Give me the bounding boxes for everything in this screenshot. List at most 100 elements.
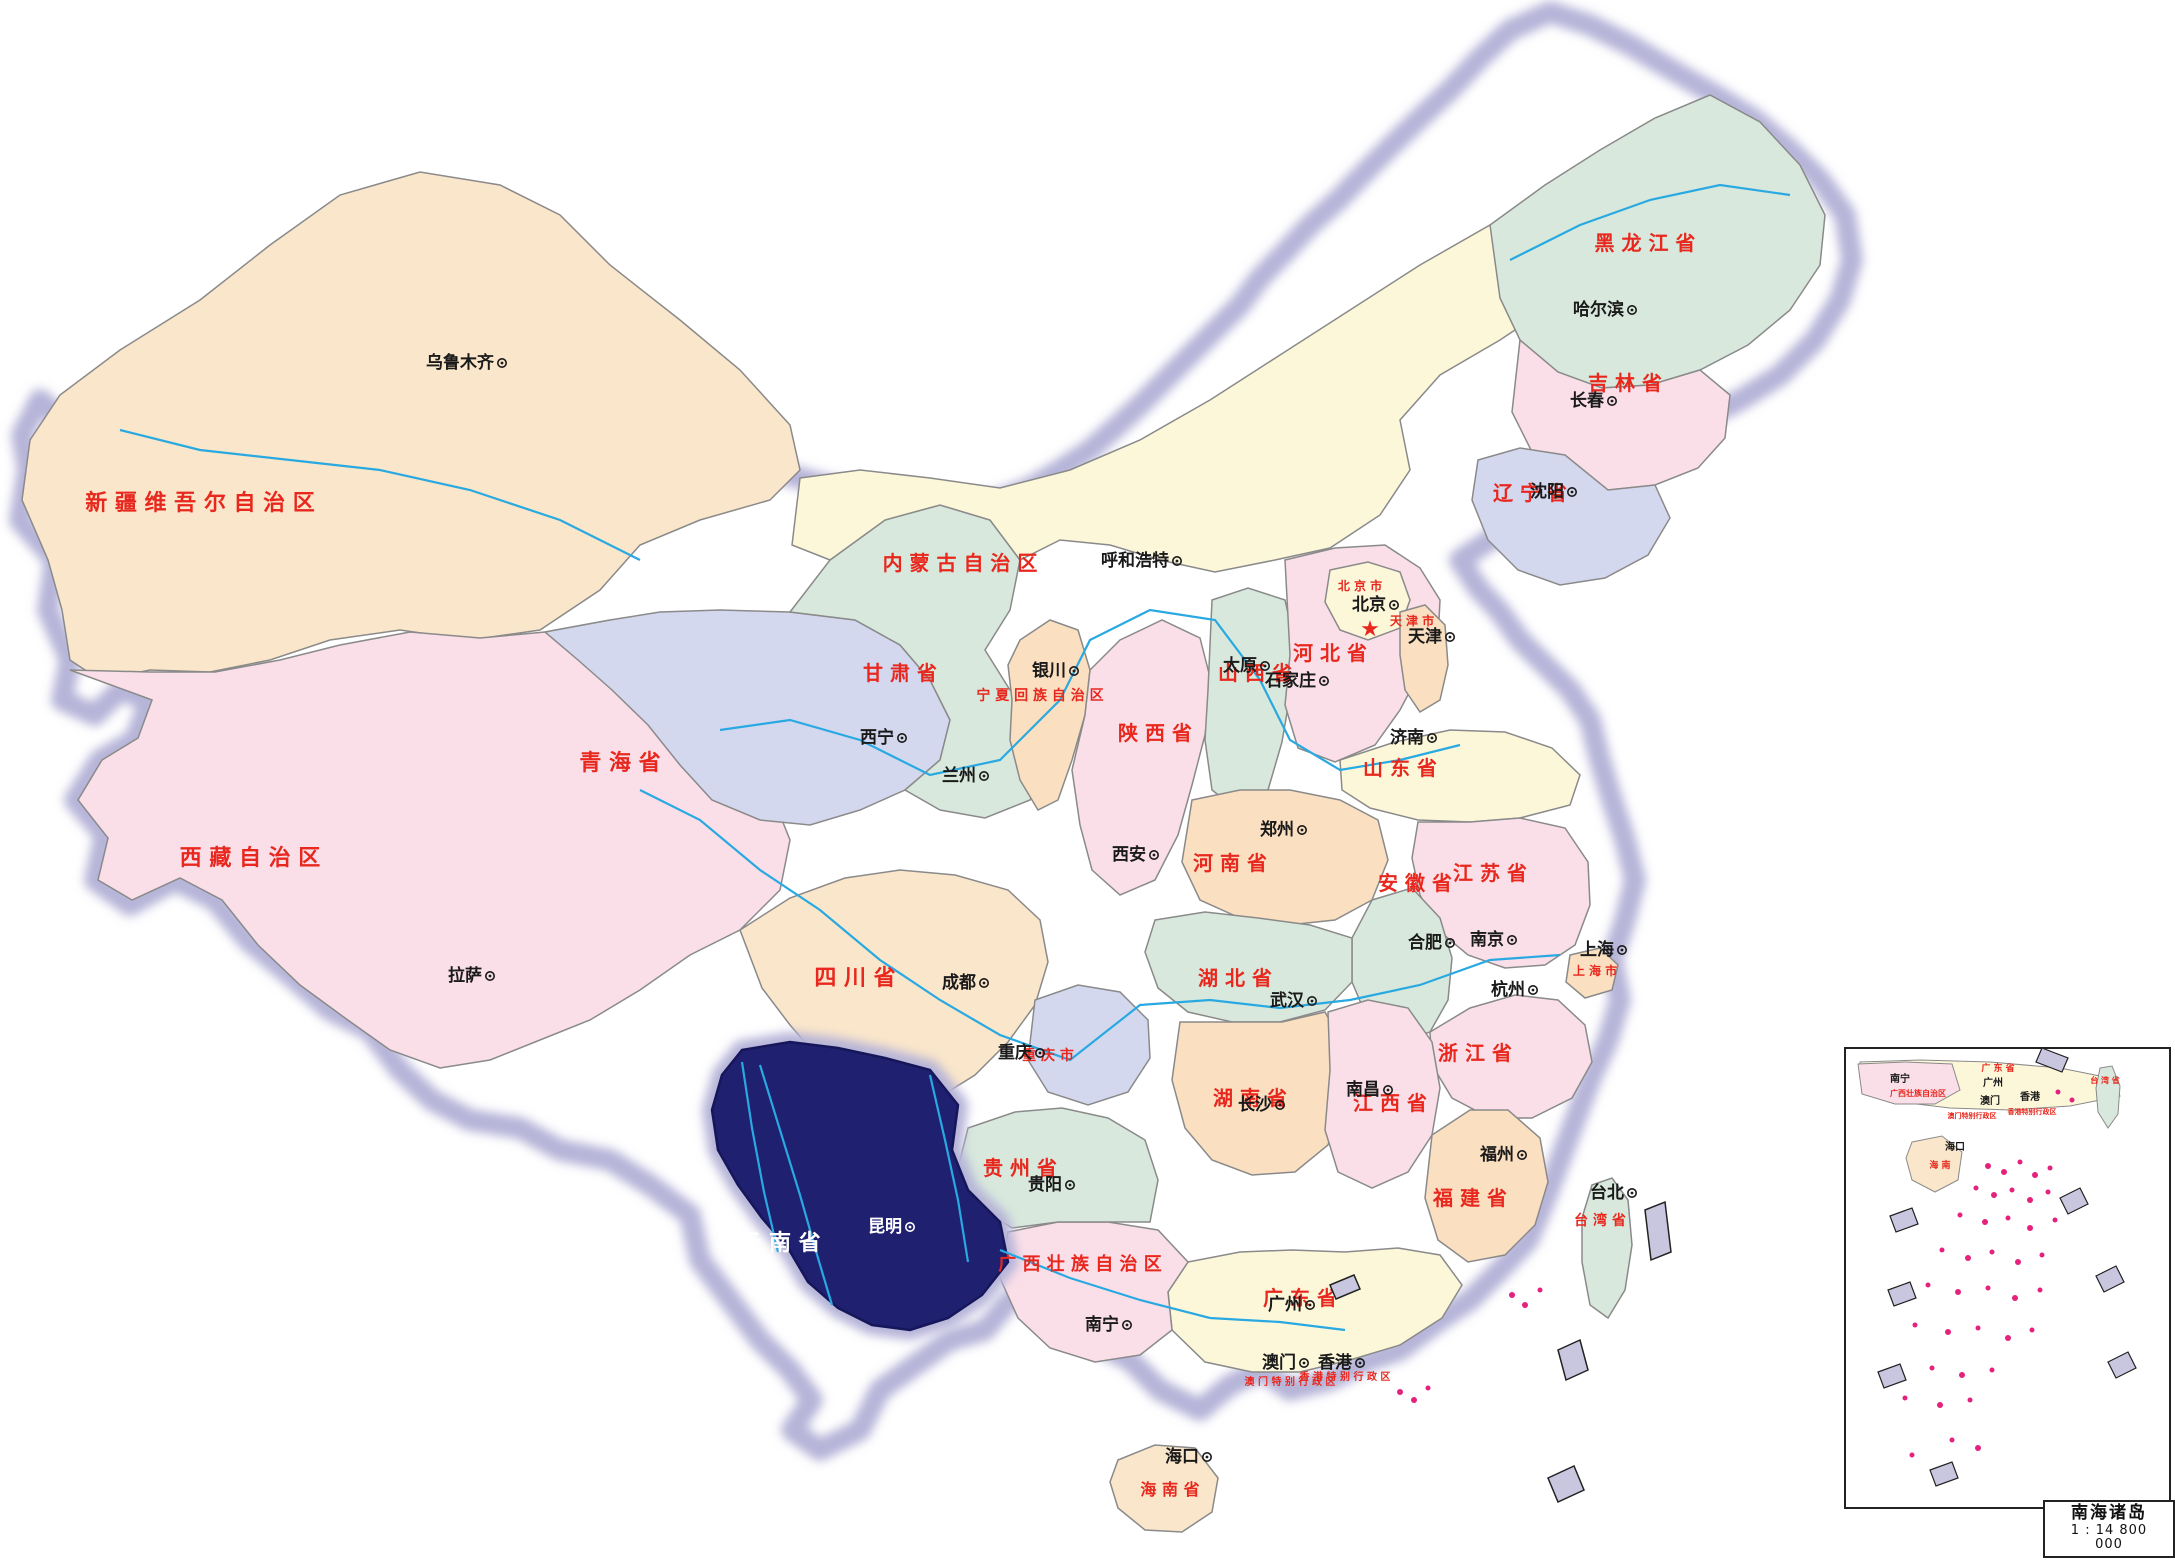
city-marker-海口[interactable]: 海口 xyxy=(1165,1446,1213,1467)
river-pearl xyxy=(999,1248,1346,1332)
city-dot-icon xyxy=(1122,1320,1133,1331)
province-shanghai[interactable] xyxy=(1565,947,1619,999)
city-dot-center-icon xyxy=(1038,1051,1042,1055)
city-dot-center-icon xyxy=(1620,948,1624,952)
river-tarim xyxy=(119,428,641,561)
province-guangdong[interactable] xyxy=(1167,1247,1463,1373)
city-marker-乌鲁木齐[interactable]: 乌鲁木齐 xyxy=(426,352,507,373)
city-marker-南京[interactable]: 南京 xyxy=(1470,929,1518,950)
city-label-西宁: 西宁 xyxy=(860,727,894,748)
province-label-taiwan: 台 湾 省 xyxy=(1574,1212,1626,1229)
province-zhejiang[interactable] xyxy=(1429,994,1593,1119)
city-marker-合肥[interactable]: 合肥 xyxy=(1408,932,1456,953)
province-taiwan[interactable] xyxy=(1581,1177,1633,1320)
city-marker-南昌[interactable]: 南昌 xyxy=(1346,1079,1394,1100)
city-marker-武汉[interactable]: 武汉 xyxy=(1270,990,1318,1011)
city-dot-center-icon xyxy=(1125,1323,1129,1327)
city-marker-银川[interactable]: 银川 xyxy=(1032,660,1080,681)
city-marker-太原[interactable]: 太原 xyxy=(1223,655,1271,676)
river-yellow xyxy=(719,608,1461,777)
city-marker-济南[interactable]: 济南 xyxy=(1390,727,1438,748)
inset-scale-box: 南海诸岛 1 : 14 800 000 xyxy=(2043,1500,2175,1559)
city-marker-西宁[interactable]: 西宁 xyxy=(860,727,907,748)
province-ningxia[interactable] xyxy=(1007,619,1091,811)
city-marker-长春[interactable]: 长春 xyxy=(1570,390,1618,411)
city-marker-贵阳[interactable]: 贵阳 xyxy=(1028,1174,1076,1195)
province-hunan[interactable] xyxy=(1171,1011,1346,1176)
city-marker-呼和浩特[interactable]: 呼和浩特 xyxy=(1101,550,1183,571)
city-dot-icon xyxy=(484,970,495,981)
city-marker-上海[interactable]: 上海 xyxy=(1580,939,1628,960)
city-marker-天津[interactable]: 天津 xyxy=(1408,626,1456,647)
city-dot-icon xyxy=(1617,944,1628,955)
city-dot-icon xyxy=(1065,1180,1076,1191)
city-label-合肥: 合肥 xyxy=(1408,932,1442,953)
province-label-tianjin: 天 津 市 xyxy=(1390,613,1434,628)
inset-islands xyxy=(1902,1089,2075,1458)
city-label-拉萨: 拉萨 xyxy=(448,965,482,986)
city-dot-icon xyxy=(1297,824,1308,835)
city-dot-center-icon xyxy=(1610,399,1614,403)
province-fujian[interactable] xyxy=(1424,1109,1549,1263)
city-marker-广州[interactable]: 广州 xyxy=(1268,1294,1316,1315)
city-dot-center-icon xyxy=(1448,635,1452,639)
province-label-zhejiang: 浙 江 省 xyxy=(1438,1041,1512,1065)
city-marker-澳门[interactable]: 澳门 xyxy=(1262,1352,1310,1373)
city-marker-香港[interactable]: 香港 xyxy=(1318,1352,1366,1373)
city-dot-icon xyxy=(1149,849,1160,860)
city-dot-icon xyxy=(978,977,989,988)
province-liaoning[interactable] xyxy=(1471,447,1671,586)
city-marker-南宁[interactable]: 南宁 xyxy=(1085,1314,1133,1335)
province-xinjiang[interactable] xyxy=(21,171,801,681)
city-dot-center-icon xyxy=(982,774,986,778)
city-dot-center-icon xyxy=(488,974,492,978)
city-marker-石家庄[interactable]: 石家庄 xyxy=(1264,670,1330,691)
city-marker-哈尔滨[interactable]: 哈尔滨 xyxy=(1573,299,1638,320)
city-marker-杭州[interactable]: 杭州 xyxy=(1491,979,1539,1000)
province-shanxi[interactable] xyxy=(1204,587,1296,813)
city-dot-icon xyxy=(1305,1300,1316,1311)
highlighted-province-yunnan[interactable] xyxy=(702,1032,1018,1340)
province-label-hainan: 海 南 省 xyxy=(1140,1480,1199,1499)
city-marker-兰州[interactable]: 兰州 xyxy=(942,765,989,786)
city-marker-沈阳[interactable]: 沈阳 xyxy=(1530,481,1578,502)
province-hainan[interactable] xyxy=(1109,1444,1219,1533)
province-jiangxi[interactable] xyxy=(1324,999,1441,1189)
inset-city-label-海口: 海口 xyxy=(1945,1140,1965,1153)
city-marker-台北[interactable]: 台北 xyxy=(1590,1182,1638,1203)
city-dot-icon xyxy=(978,770,989,781)
inset-province-label-海南: 海 南 xyxy=(1929,1159,1950,1171)
yunnan-fill[interactable] xyxy=(710,1040,1010,1332)
province-tianjin[interactable] xyxy=(1399,604,1449,714)
inset-city-label-香港: 香港 xyxy=(2020,1090,2041,1103)
city-dot-center-icon xyxy=(1068,1183,1072,1187)
city-marker-北京[interactable]: 北京 xyxy=(1352,594,1400,615)
province-neimenggu[interactable] xyxy=(791,214,1581,573)
province-label-henan: 河 南 省 xyxy=(1193,851,1267,875)
river-yunnan-east xyxy=(928,1074,970,1263)
province-label-heilongjiang: 黑 龙 江 省 xyxy=(1595,231,1696,255)
city-label-澳门: 澳门 xyxy=(1262,1352,1296,1373)
city-marker-昆明[interactable]: 昆明 xyxy=(868,1217,915,1237)
city-marker-成都[interactable]: 成都 xyxy=(942,972,989,993)
city-dot-center-icon xyxy=(1630,308,1634,312)
city-marker-长沙[interactable]: 长沙 xyxy=(1238,1094,1286,1115)
province-label-hunan: 湖 南 省 xyxy=(1213,1086,1287,1110)
province-xizang[interactable] xyxy=(69,619,791,1069)
province-shaanxi[interactable] xyxy=(1071,619,1213,896)
city-marker-重庆[interactable]: 重庆 xyxy=(998,1042,1046,1063)
province-guangxi[interactable] xyxy=(999,1221,1189,1363)
offshore-island-frames xyxy=(1329,1200,1672,1504)
inset-city-label-广州: 广州 xyxy=(1983,1076,2003,1089)
offshore-islands xyxy=(1397,1287,1543,1403)
city-marker-福州[interactable]: 福州 xyxy=(1479,1144,1528,1165)
city-marker-西安[interactable]: 西安 xyxy=(1112,844,1160,865)
province-shandong[interactable] xyxy=(1339,729,1581,823)
city-marker-郑州[interactable]: 郑州 xyxy=(1260,819,1308,840)
province-hubei[interactable] xyxy=(1144,911,1353,1023)
city-marker-拉萨[interactable]: 拉萨 xyxy=(448,965,495,986)
